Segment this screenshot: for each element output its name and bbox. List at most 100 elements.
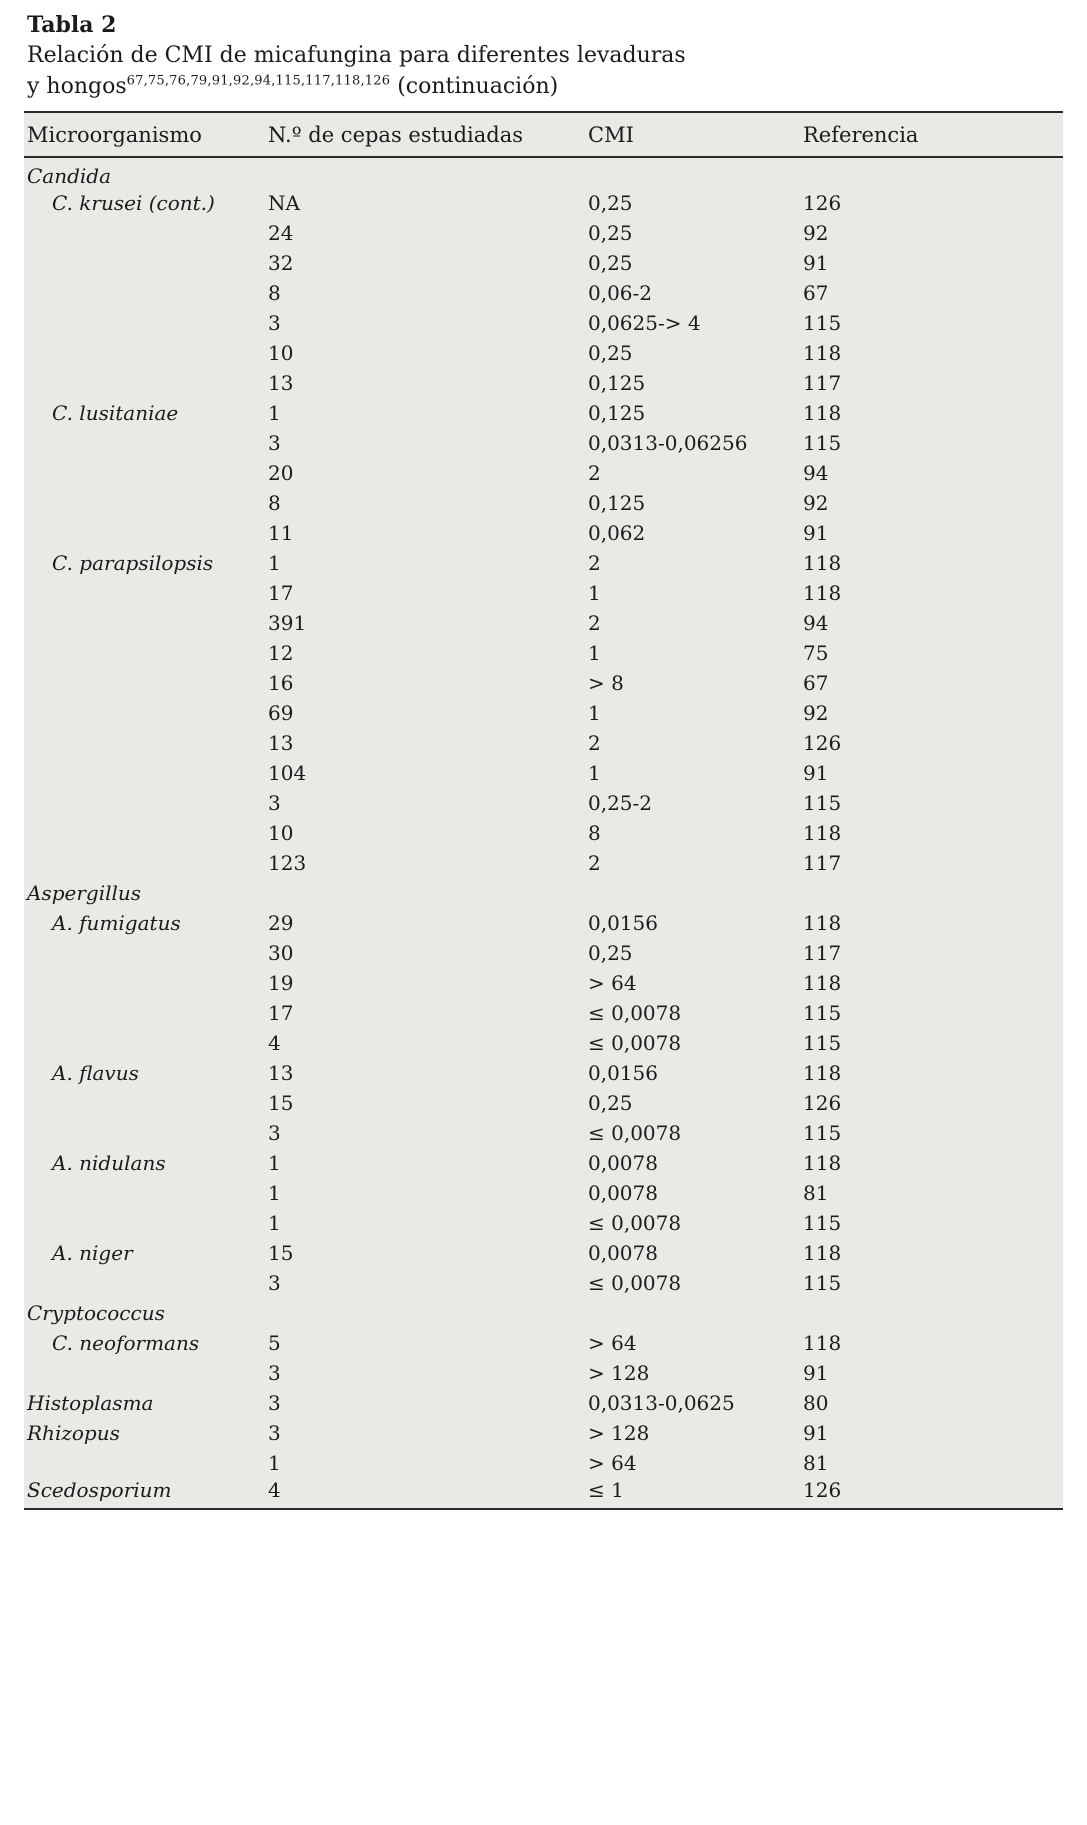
table-row: 1 0,0078 81 <box>24 1178 1063 1208</box>
strains-count-cell: 13 <box>268 371 294 395</box>
organism-cell: A. fumigatus <box>52 911 181 935</box>
cmi-value-cell: > 128 <box>588 1421 650 1445</box>
caption-line2-suffix: (continuación) <box>390 74 559 99</box>
table-row: 3 ≤ 0,0078 115 <box>24 1118 1063 1148</box>
table-row: 1 > 64 81 <box>24 1448 1063 1478</box>
organism-cell <box>24 668 265 698</box>
organism-cell <box>24 698 265 728</box>
table-row: 30 0,25 117 <box>24 938 1063 968</box>
reference-cell <box>800 878 1063 908</box>
reference-cell: 80 <box>803 1391 829 1415</box>
organism-cell <box>24 758 265 788</box>
cmi-value-cell: 0,06-2 <box>588 281 653 305</box>
organism-cell: Rhizopus <box>27 1421 120 1445</box>
table-row: 3 0,25-2 115 <box>24 788 1063 818</box>
table-row: 20 2 94 <box>24 458 1063 488</box>
table-row: 17 ≤ 0,0078 115 <box>24 998 1063 1028</box>
organism-cell <box>24 638 265 668</box>
reference-cell: 81 <box>803 1181 829 1205</box>
table-row: Scedosporium 4 ≤ 1 126 <box>24 1478 1063 1508</box>
cmi-value-cell: 8 <box>588 821 601 845</box>
strains-count-cell: 3 <box>268 311 281 335</box>
cmi-value-cell: 0,25 <box>588 191 633 215</box>
caption-line1: Relación de CMI de micafungina para dife… <box>27 43 686 68</box>
cmi-value-cell: 0,0156 <box>588 1061 658 1085</box>
reference-cell: 115 <box>803 1031 842 1055</box>
reference-cell: 115 <box>803 431 842 455</box>
organism-cell <box>24 848 265 878</box>
organism-cell <box>24 1178 265 1208</box>
organism-cell: C. neoformans <box>52 1331 200 1355</box>
strains-count-cell: 3 <box>268 1271 281 1295</box>
organism-cell <box>24 998 265 1028</box>
reference-cell: 92 <box>803 701 829 725</box>
cmi-value-cell: 1 <box>588 701 601 725</box>
reference-cell: 67 <box>803 281 829 305</box>
organism-cell <box>24 458 265 488</box>
cmi-value-cell: 0,25 <box>588 221 633 245</box>
strains-count-cell: 16 <box>268 671 294 695</box>
cmi-value-cell: ≤ 0,0078 <box>588 1211 682 1235</box>
strains-count-cell <box>265 878 585 908</box>
organism-cell <box>24 578 265 608</box>
table-row: 13 0,125 117 <box>24 368 1063 398</box>
reference-cell: 94 <box>803 461 829 485</box>
organism-cell: C. lusitaniae <box>52 401 179 425</box>
col-header-cmi: CMI <box>585 113 800 158</box>
strains-count-cell <box>265 157 585 188</box>
cmi-value-cell: 2 <box>588 461 601 485</box>
mic-table-container: Microorganismo N.º de cepas estudiadas C… <box>24 111 1063 1510</box>
table-row: 10 8 118 <box>24 818 1063 848</box>
strains-count-cell: 13 <box>268 1061 294 1085</box>
cmi-value-cell: 0,125 <box>588 371 646 395</box>
reference-cell: 115 <box>803 1001 842 1025</box>
strains-count-cell: 29 <box>268 911 294 935</box>
organism-cell <box>24 488 265 518</box>
strains-count-cell: 11 <box>268 521 294 545</box>
group-row: Candida <box>24 157 1063 188</box>
strains-count-cell: 1 <box>268 1151 281 1175</box>
strains-count-cell: 10 <box>268 821 294 845</box>
strains-count-cell: 3 <box>268 431 281 455</box>
table-row: A. fumigatus 29 0,0156 118 <box>24 908 1063 938</box>
col-header-microorganismo: Microorganismo <box>24 113 265 158</box>
organism-cell <box>24 968 265 998</box>
table-row: 3 0,0313-0,06256 115 <box>24 428 1063 458</box>
strains-count-cell: 3 <box>268 1421 281 1445</box>
group-row: Aspergillus <box>24 878 1063 908</box>
reference-cell: 118 <box>803 821 842 845</box>
organism-cell <box>24 728 265 758</box>
table-row: C. parapsilopsis 1 2 118 <box>24 548 1063 578</box>
strains-count-cell: 17 <box>268 1001 294 1025</box>
strains-count-cell <box>265 1298 585 1328</box>
reference-cell: 115 <box>803 791 842 815</box>
strains-count-cell: 1 <box>268 401 281 425</box>
reference-cell: 91 <box>803 761 829 785</box>
cmi-value-cell: > 64 <box>588 1451 637 1475</box>
cmi-value-cell: 0,0078 <box>588 1241 658 1265</box>
organism-cell <box>24 788 265 818</box>
cmi-value-cell <box>585 878 800 908</box>
reference-cell: 118 <box>803 401 842 425</box>
reference-cell: 117 <box>803 941 842 965</box>
cmi-value-cell: 1 <box>588 761 601 785</box>
cmi-value-cell: ≤ 1 <box>588 1478 624 1502</box>
reference-cell: 118 <box>803 551 842 575</box>
cmi-value-cell: 1 <box>588 581 601 605</box>
organism-cell <box>24 248 265 278</box>
organism-cell <box>24 218 265 248</box>
table-row: 10 0,25 118 <box>24 338 1063 368</box>
organism-cell <box>24 1448 265 1478</box>
cmi-value-cell: > 64 <box>588 971 637 995</box>
table-row: Histoplasma 3 0,0313-0,0625 80 <box>24 1388 1063 1418</box>
table-caption: Relación de CMI de micafungina para dife… <box>24 40 1063 102</box>
reference-cell <box>800 1298 1063 1328</box>
reference-cell: 126 <box>803 1478 842 1502</box>
reference-cell: 118 <box>803 581 842 605</box>
reference-cell: 118 <box>803 971 842 995</box>
table-row: 11 0,062 91 <box>24 518 1063 548</box>
reference-cell: 91 <box>803 1421 829 1445</box>
table-row: 8 0,06-2 67 <box>24 278 1063 308</box>
strains-count-cell: 24 <box>268 221 294 245</box>
reference-cell: 91 <box>803 1361 829 1385</box>
